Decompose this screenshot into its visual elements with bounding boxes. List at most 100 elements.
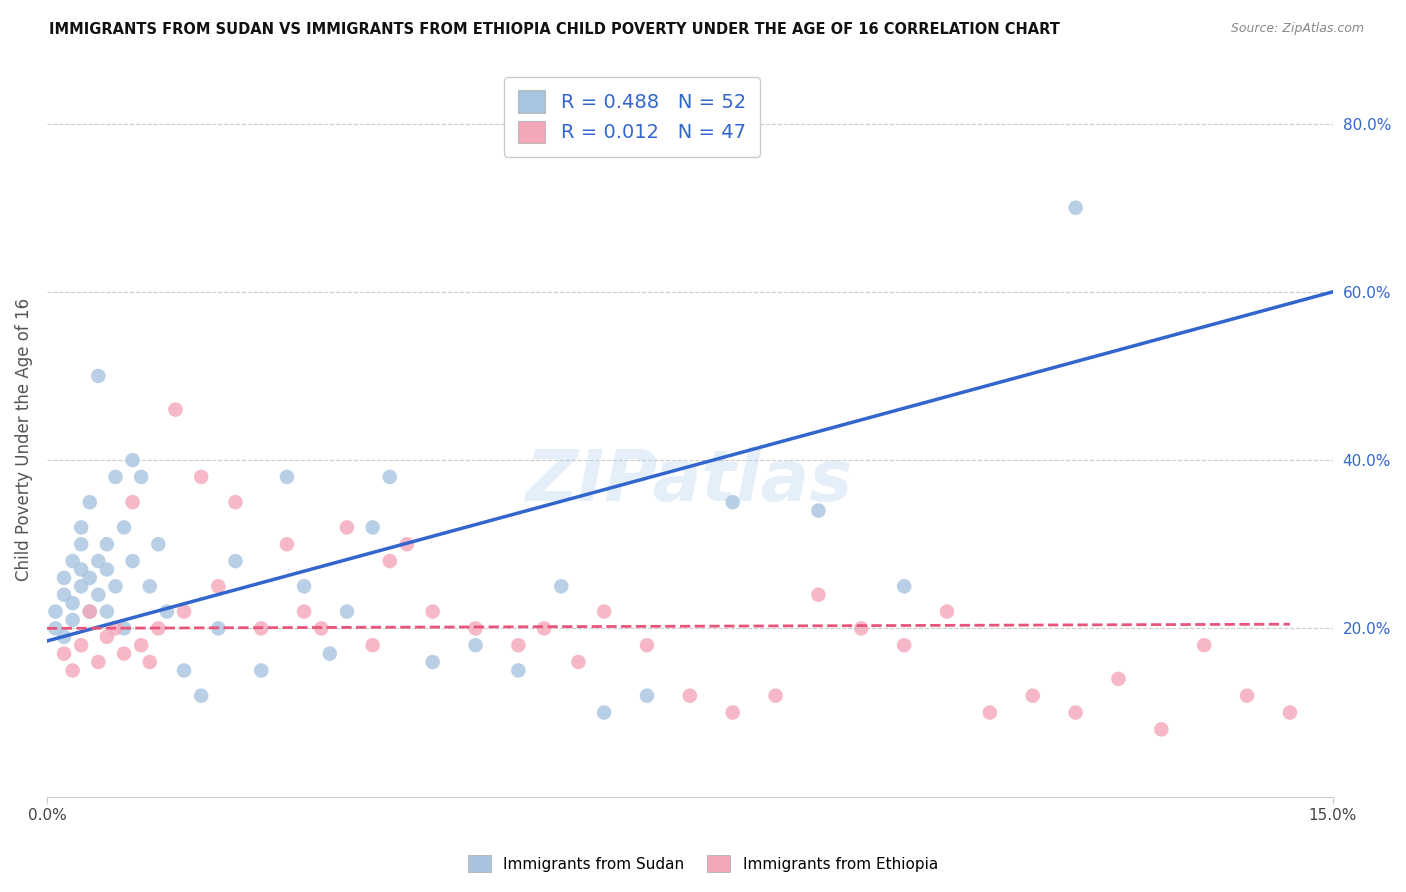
Legend: Immigrants from Sudan, Immigrants from Ethiopia: Immigrants from Sudan, Immigrants from E…: [461, 847, 945, 880]
Point: [207, 621, 229, 635]
Point: [96, 605, 118, 619]
Point: [224, 554, 246, 568]
Point: [1064, 706, 1087, 720]
Point: [250, 621, 273, 635]
Point: [44, 621, 66, 635]
Point: [112, 621, 135, 635]
Point: [721, 495, 744, 509]
Point: [593, 706, 616, 720]
Point: [62, 613, 84, 627]
Point: [721, 706, 744, 720]
Point: [276, 470, 298, 484]
Point: [53, 647, 76, 661]
Point: [636, 689, 658, 703]
Point: [173, 605, 195, 619]
Point: [96, 630, 118, 644]
Text: Source: ZipAtlas.com: Source: ZipAtlas.com: [1230, 22, 1364, 36]
Point: [679, 689, 702, 703]
Point: [87, 655, 110, 669]
Point: [104, 470, 127, 484]
Point: [979, 706, 1001, 720]
Point: [53, 630, 76, 644]
Point: [121, 453, 143, 467]
Point: [893, 579, 915, 593]
Point: [851, 621, 873, 635]
Point: [1278, 706, 1301, 720]
Point: [79, 571, 101, 585]
Text: ZIPatlas: ZIPatlas: [526, 448, 853, 516]
Point: [121, 495, 143, 509]
Point: [190, 470, 212, 484]
Point: [207, 579, 229, 593]
Point: [1107, 672, 1129, 686]
Point: [378, 470, 401, 484]
Point: [336, 605, 359, 619]
Point: [129, 470, 152, 484]
Point: [129, 638, 152, 652]
Point: [224, 495, 246, 509]
Point: [62, 596, 84, 610]
Point: [593, 605, 616, 619]
Point: [1150, 723, 1173, 737]
Point: [104, 579, 127, 593]
Point: [62, 664, 84, 678]
Point: [361, 638, 384, 652]
Point: [173, 664, 195, 678]
Point: [87, 588, 110, 602]
Point: [190, 689, 212, 703]
Point: [1064, 201, 1087, 215]
Point: [1022, 689, 1045, 703]
Legend: R = 0.488   N = 52, R = 0.012   N = 47: R = 0.488 N = 52, R = 0.012 N = 47: [505, 77, 759, 157]
Point: [807, 588, 830, 602]
Point: [165, 402, 187, 417]
Point: [765, 689, 787, 703]
Y-axis label: Child Poverty Under the Age of 16: Child Poverty Under the Age of 16: [15, 298, 32, 581]
Point: [96, 537, 118, 551]
Point: [807, 503, 830, 517]
Point: [96, 562, 118, 576]
Point: [53, 571, 76, 585]
Point: [70, 638, 93, 652]
Point: [70, 579, 93, 593]
Point: [87, 368, 110, 383]
Point: [395, 537, 418, 551]
Point: [508, 638, 530, 652]
Point: [62, 554, 84, 568]
Point: [121, 554, 143, 568]
Point: [319, 647, 342, 661]
Point: [276, 537, 298, 551]
Point: [361, 520, 384, 534]
Point: [79, 605, 101, 619]
Point: [250, 664, 273, 678]
Point: [70, 520, 93, 534]
Point: [292, 605, 315, 619]
Point: [936, 605, 959, 619]
Point: [550, 579, 572, 593]
Point: [79, 495, 101, 509]
Point: [112, 520, 135, 534]
Point: [893, 638, 915, 652]
Point: [464, 621, 486, 635]
Point: [112, 647, 135, 661]
Point: [292, 579, 315, 593]
Point: [148, 537, 170, 551]
Point: [533, 621, 555, 635]
Point: [70, 537, 93, 551]
Point: [636, 638, 658, 652]
Point: [79, 605, 101, 619]
Point: [139, 579, 162, 593]
Point: [70, 562, 93, 576]
Point: [567, 655, 589, 669]
Text: IMMIGRANTS FROM SUDAN VS IMMIGRANTS FROM ETHIOPIA CHILD POVERTY UNDER THE AGE OF: IMMIGRANTS FROM SUDAN VS IMMIGRANTS FROM…: [49, 22, 1060, 37]
Point: [139, 655, 162, 669]
Point: [309, 621, 332, 635]
Point: [336, 520, 359, 534]
Point: [464, 638, 486, 652]
Point: [87, 554, 110, 568]
Point: [104, 621, 127, 635]
Point: [422, 655, 444, 669]
Point: [44, 605, 66, 619]
Point: [422, 605, 444, 619]
Point: [53, 588, 76, 602]
Point: [508, 664, 530, 678]
